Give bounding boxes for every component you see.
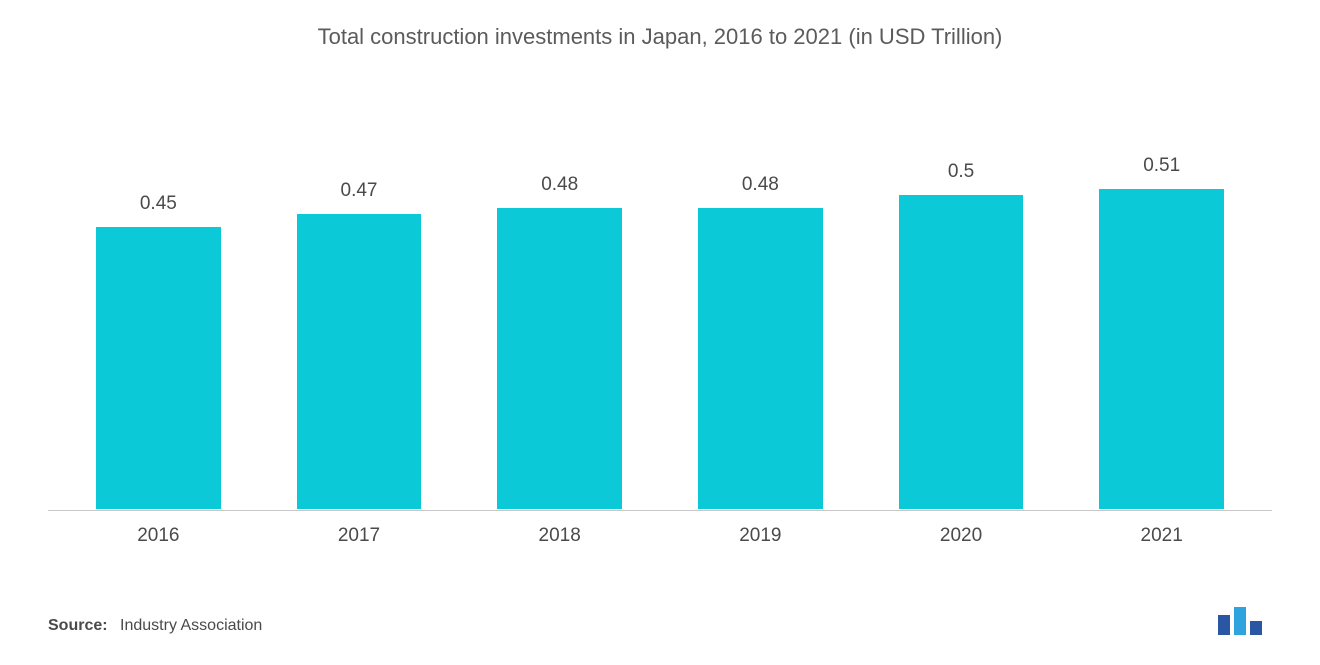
bar [297, 214, 421, 509]
source-label: Source: [48, 617, 108, 634]
plot-area: 0.45 0.47 0.48 0.48 0.5 0.51 [48, 60, 1272, 510]
bar-value-label: 0.48 [742, 174, 779, 196]
bar [497, 208, 621, 509]
x-axis-label: 2018 [459, 525, 660, 547]
bar [899, 195, 1023, 509]
x-axis-label: 2020 [861, 525, 1062, 547]
bar-value-label: 0.48 [541, 174, 578, 196]
bar [1099, 189, 1223, 509]
bar-value-label: 0.51 [1143, 155, 1180, 177]
chart-container: Total construction investments in Japan,… [0, 0, 1320, 665]
source-citation: Source: Industry Association [48, 617, 262, 635]
brand-logo-icon [1216, 603, 1272, 635]
chart-footer: Source: Industry Association [48, 547, 1272, 635]
bar-group: 0.48 [660, 150, 861, 509]
bar [698, 208, 822, 509]
bar-group: 0.48 [459, 150, 660, 509]
bar-group: 0.45 [58, 150, 259, 509]
bar-group: 0.47 [259, 150, 460, 509]
x-axis-label: 2016 [58, 525, 259, 547]
chart-title: Total construction investments in Japan,… [48, 24, 1272, 50]
x-axis-label: 2017 [259, 525, 460, 547]
bar-value-label: 0.47 [341, 180, 378, 202]
bar-value-label: 0.5 [948, 161, 974, 183]
bar-value-label: 0.45 [140, 193, 177, 215]
bar [96, 227, 220, 509]
bar-group: 0.51 [1061, 150, 1262, 509]
bar-group: 0.5 [861, 150, 1062, 509]
x-axis: 201620172018201920202021 [48, 510, 1272, 547]
x-axis-label: 2019 [660, 525, 861, 547]
source-value: Industry Association [120, 617, 262, 634]
x-axis-label: 2021 [1061, 525, 1262, 547]
